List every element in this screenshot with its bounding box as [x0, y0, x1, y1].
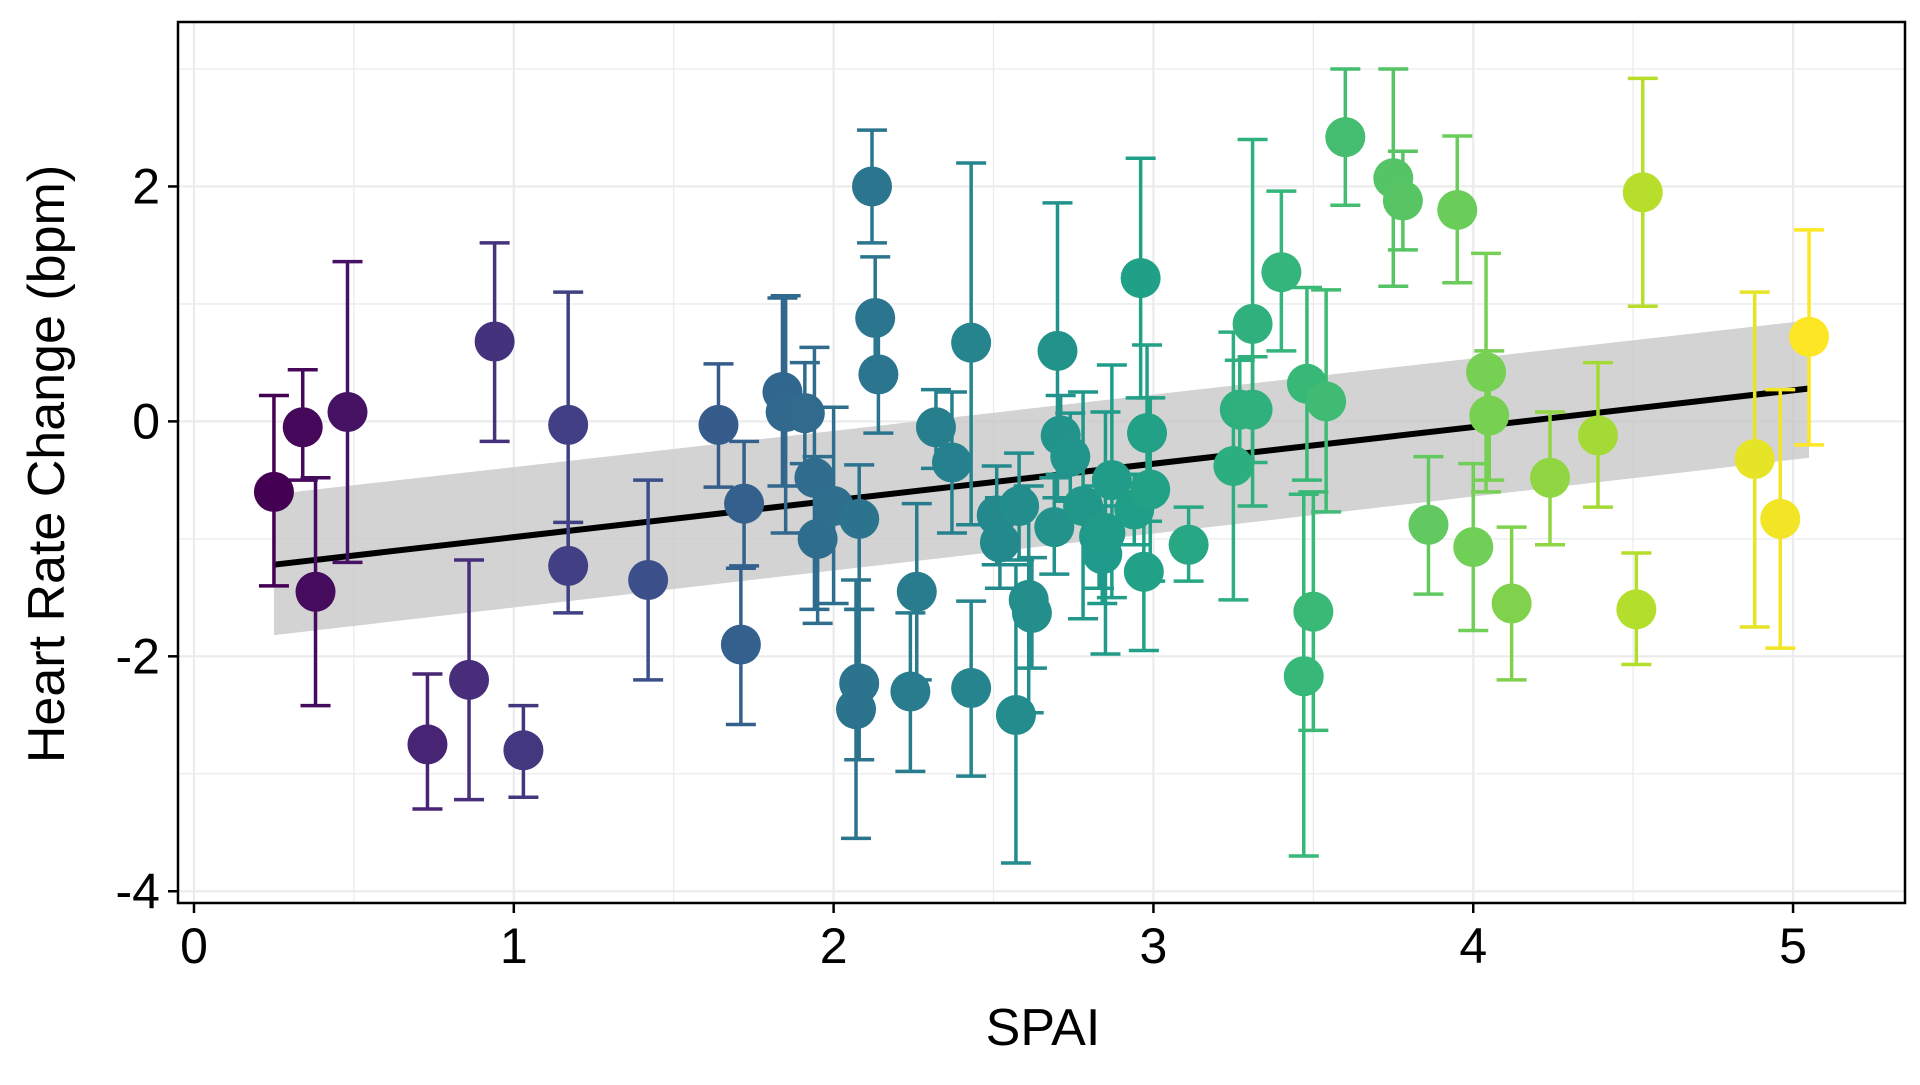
data-points-layer [253, 117, 1830, 771]
data-point [295, 571, 336, 612]
data-point [1063, 485, 1104, 526]
data-point [1469, 395, 1510, 436]
data-point [720, 624, 761, 665]
data-point [1085, 512, 1126, 553]
x-tick-label: 3 [1140, 918, 1168, 974]
y-tick-label: 2 [132, 158, 160, 214]
data-point [784, 393, 825, 434]
data-point [449, 659, 490, 700]
data-point [698, 404, 739, 445]
data-point [1408, 504, 1449, 545]
y-tick-label: -2 [116, 628, 160, 684]
data-point [1127, 413, 1168, 454]
data-point [1491, 583, 1532, 624]
axes: 0 1 2 3 4 5 -4 -2 0 2 [116, 158, 1807, 974]
data-point [474, 321, 515, 362]
data-point [1789, 316, 1830, 357]
data-point [839, 663, 880, 704]
data-point [1050, 436, 1091, 477]
x-tick-label: 4 [1459, 918, 1487, 974]
data-point [628, 559, 669, 600]
x-axis-title: SPAI [986, 999, 1101, 1057]
data-point [1622, 172, 1663, 213]
x-tick-label: 5 [1779, 918, 1807, 974]
data-point [503, 730, 544, 771]
data-point [839, 498, 880, 539]
data-point [724, 483, 765, 524]
data-point [1091, 460, 1132, 501]
data-point [851, 166, 892, 207]
data-point [1120, 258, 1161, 299]
y-tick-label: 0 [132, 393, 160, 449]
data-point [1123, 551, 1164, 592]
data-point [548, 545, 589, 586]
data-point [327, 391, 368, 432]
data-point [1034, 507, 1075, 548]
data-point [794, 457, 835, 498]
data-point [931, 442, 972, 483]
data-point [1232, 389, 1273, 430]
data-point [1577, 415, 1618, 456]
data-point [995, 695, 1036, 736]
data-point [1213, 446, 1254, 487]
panel-border [176, 20, 1907, 905]
data-point [1530, 457, 1571, 498]
data-point [1760, 498, 1801, 539]
data-point [890, 671, 931, 712]
data-point [1037, 330, 1078, 371]
data-point [979, 522, 1020, 563]
y-tick-label: -4 [116, 863, 160, 919]
data-point [407, 724, 448, 765]
data-point [253, 471, 294, 512]
data-point [1261, 252, 1302, 293]
data-point [1283, 656, 1324, 697]
data-point [896, 571, 937, 612]
data-point [999, 485, 1040, 526]
data-point [1616, 589, 1657, 630]
data-point [1011, 592, 1052, 633]
x-tick-label: 0 [180, 918, 208, 974]
data-point [1437, 189, 1478, 230]
data-point [951, 322, 992, 363]
data-point [1382, 180, 1423, 221]
x-tick-label: 2 [820, 918, 848, 974]
data-point [915, 407, 956, 448]
data-point [1130, 469, 1171, 510]
data-point [1293, 591, 1334, 632]
data-point [1453, 527, 1494, 568]
y-axis-title: Heart Rate Change (bpm) [18, 165, 76, 763]
data-point [1466, 352, 1507, 393]
data-point [1325, 117, 1366, 158]
data-point [858, 354, 899, 395]
x-tick-label: 1 [500, 918, 528, 974]
data-point [797, 518, 838, 559]
data-point [855, 298, 896, 339]
data-point [282, 407, 323, 448]
data-point [951, 668, 992, 709]
data-point [1168, 524, 1209, 565]
data-point [1306, 381, 1347, 422]
data-point [1734, 438, 1775, 479]
data-point [548, 404, 589, 445]
data-point [1232, 303, 1273, 344]
